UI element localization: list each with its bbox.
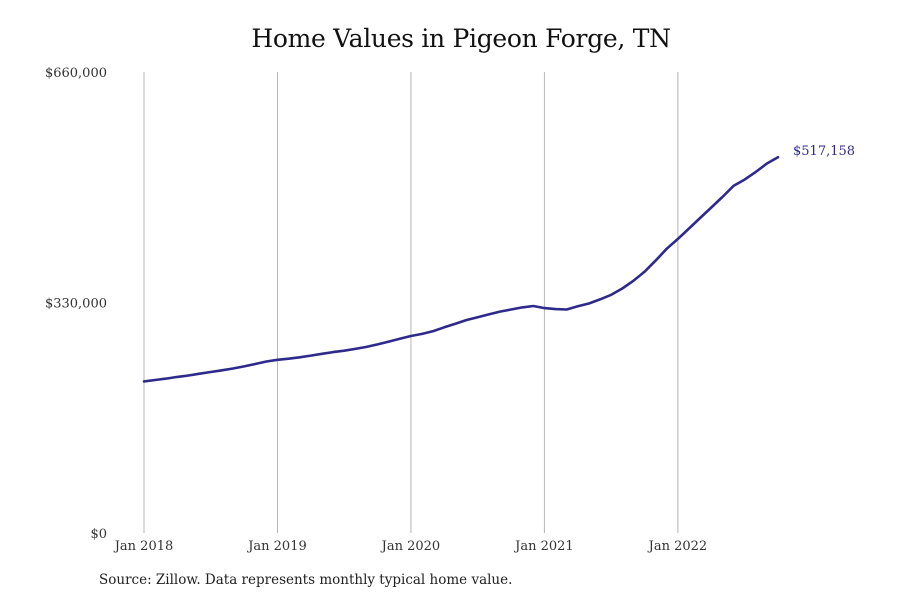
series-line-0: [142, 155, 780, 383]
x-tick-label: Jan 2021: [513, 539, 574, 554]
end-label-layer: $517,158: [793, 144, 855, 159]
source-note: Source: Zillow. Data represents monthly …: [99, 572, 513, 588]
x-tick-label: Jan 2018: [113, 539, 174, 554]
gridlines: [143, 72, 679, 533]
x-tick-label: Jan 2019: [246, 539, 307, 554]
y-axis-ticks: $0 $330,000 $660,000: [45, 66, 107, 542]
y-tick-label: $330,000: [45, 297, 107, 312]
x-axis-ticks: Jan 2018 Jan 2019 Jan 2020 Jan 2021 Jan 2022: [113, 539, 707, 554]
x-tick-label: Jan 2020: [380, 539, 441, 554]
series-layer: [142, 155, 780, 383]
x-tick-label: Jan 2022: [647, 539, 708, 554]
y-tick-label: $0: [90, 527, 107, 542]
end-value-label: $517,158: [793, 144, 855, 159]
chart-title: Home Values in Pigeon Forge, TN: [251, 24, 671, 53]
y-tick-label: $660,000: [45, 66, 107, 81]
